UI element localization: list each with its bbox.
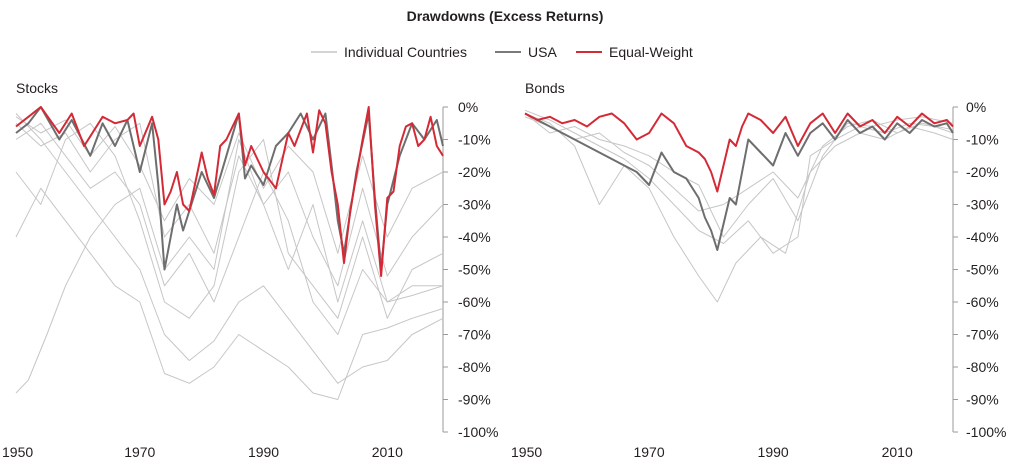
y-tick-label: -90% [966,392,999,408]
legend-label-usa: USA [528,44,557,60]
panel-title-stocks: Stocks [16,80,58,96]
series-line-individual-country [15,122,444,287]
series-line-individual-country [15,187,444,400]
series-line-equal-weight [15,106,444,277]
y-tick-label: -40% [966,229,999,245]
plot-area-bonds: 0% -10% -20% -30% -40% -50% -60% -70% -80% -90% -1… [511,99,1006,460]
legend-label-individual: Individual Countries [344,44,467,60]
chart-title: Drawdowns (Excess Returns) [407,8,604,24]
series-line-individual-country [524,113,954,303]
x-tick-label: 1990 [758,444,789,460]
y-tick-label: -80% [966,359,999,375]
y-tick-label: -40% [458,229,491,245]
x-tick-label: 2010 [882,444,913,460]
legend-label-equal-weight: Equal-Weight [609,44,693,60]
plot-area-stocks: 0% -10% -20% -30% -40% -50% -60% -70% -80% -90% -1… [2,99,498,460]
y-tick-label: -90% [458,392,491,408]
y-tick-label: 0% [966,99,986,115]
y-tick-label: -30% [458,197,491,213]
series-line-individual-country [15,122,444,335]
y-tick-label: -10% [966,132,999,148]
y-tick-label: -70% [458,327,491,343]
y-tick-label: 0% [458,99,478,115]
x-tick-label: 1990 [248,444,279,460]
x-tick-label: 1950 [511,444,542,460]
panel-stocks: Stocks 0% -10% -20% -30% -40% -50% -60% -70% -80… [2,80,498,460]
series-line-individual-country [15,122,444,319]
series-line-individual-country [524,113,954,238]
y-tick-label: -50% [458,262,491,278]
x-tick-label: 2010 [372,444,403,460]
y-tick-label: -30% [966,197,999,213]
y-tick-label: -60% [966,294,999,310]
series-line-individual-country [524,109,954,254]
series-line-individual-country [15,139,443,394]
panel-title-bonds: Bonds [525,80,565,96]
x-tick-label: 1970 [633,444,664,460]
x-tick-label: 1970 [124,444,155,460]
y-tick-label: -100% [458,424,498,440]
y-tick-label: -20% [458,164,491,180]
legend: Individual Countries USA Equal-Weight [311,44,693,60]
y-tick-label: -100% [966,424,1006,440]
series-line-individual-country [524,116,954,212]
x-tick-label: 1950 [2,444,33,460]
y-tick-label: -60% [458,294,491,310]
y-tick-label: -20% [966,164,999,180]
series-line-equal-weight [524,112,954,193]
panel-bonds: Bonds 0% -10% -20% -30% -40% -50% -60% -70% -80%… [511,80,1006,460]
y-tick-label: -50% [966,262,999,278]
series-line-individual-country [15,113,444,384]
y-tick-label: -10% [458,132,491,148]
y-tick-label: -70% [966,327,999,343]
series-line-usa [524,112,954,251]
y-tick-label: -80% [458,359,491,375]
